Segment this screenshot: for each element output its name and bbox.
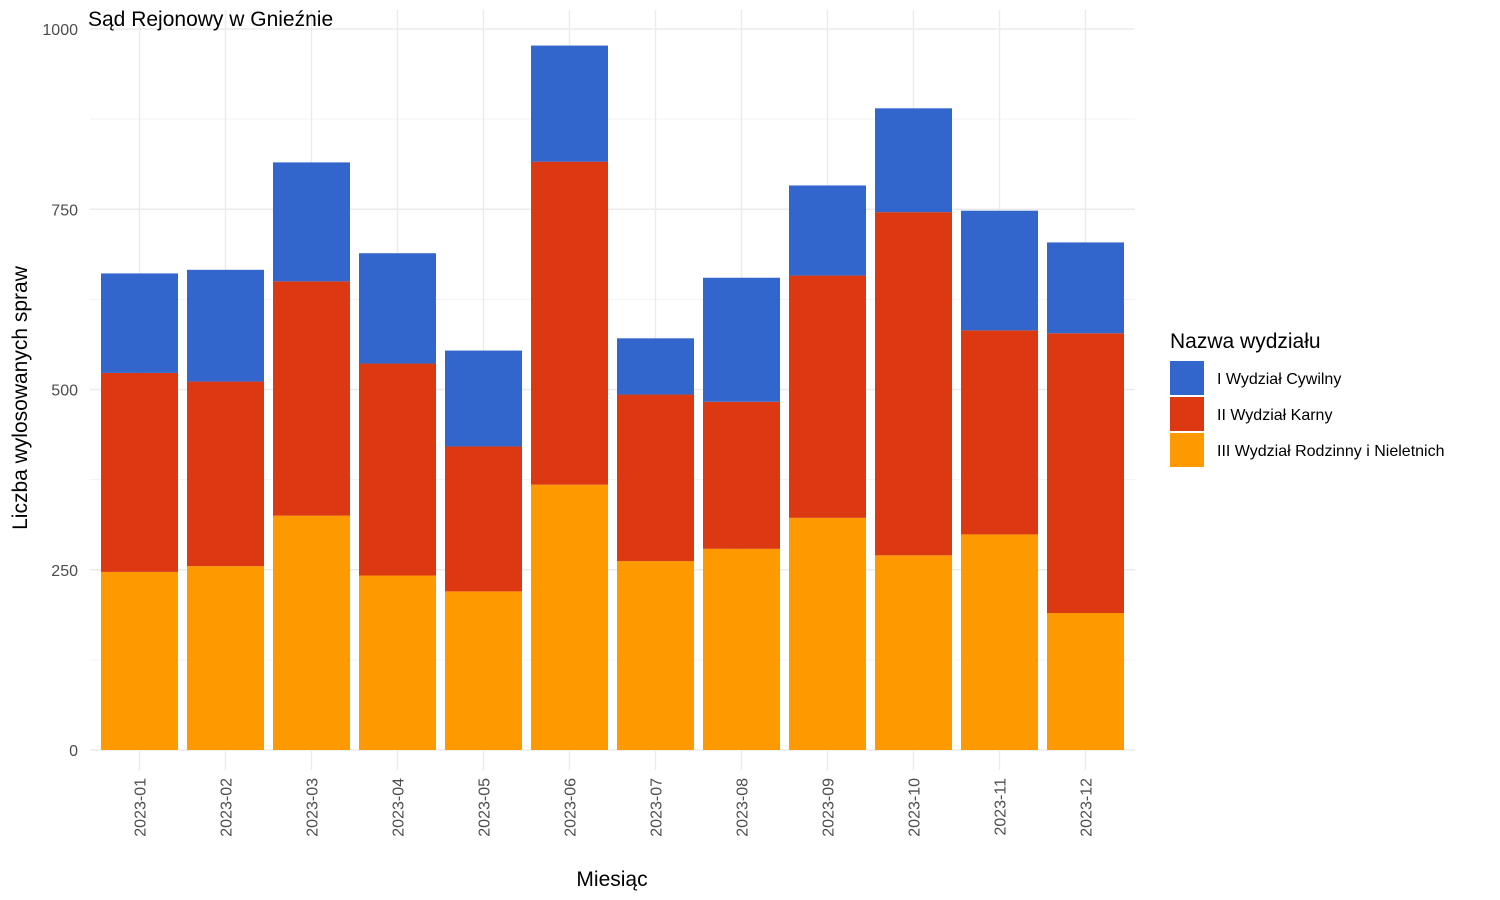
y-tick-label: 500 [51,383,78,400]
x-axis-title: Miesiąc [576,868,647,891]
y-tick-label: 0 [69,743,78,760]
bar-segment [187,566,264,750]
bar-segment [101,372,178,572]
legend-label: I Wydział Cywilny [1217,371,1341,388]
bar-segment [531,484,608,750]
bar-segment [101,571,178,750]
x-tick-label: 2023-03 [305,778,322,837]
axes: 0 250 500 750 1000 2023-01 2023-02 2023-03 2023-… [42,22,1095,837]
x-tick-label: 2023-09 [821,778,838,837]
x-tick-label: 2023-06 [563,778,580,837]
bars [101,45,1124,750]
x-tick-label: 2023-02 [219,778,236,837]
bar-segment [703,401,780,549]
bar-segment [187,381,264,567]
bar-segment [789,517,866,750]
bar-segment [961,534,1038,750]
bar-segment [359,575,436,750]
chart-title: Sąd Rejonowy w Gnieźnie [88,8,333,31]
legend-swatch [1170,361,1204,395]
bar-segment [445,446,522,592]
bar-segment [1047,242,1124,334]
bar-segment [273,515,350,750]
x-tick-label: 2023-10 [907,778,924,837]
bar-segment [531,45,608,162]
bar-segment [703,548,780,750]
legend-swatch [1170,397,1204,431]
bar-segment [961,330,1038,535]
bar-segment [1047,333,1124,614]
x-tick-label: 2023-04 [391,778,408,837]
y-tick-label: 250 [51,563,78,580]
bar-segment [531,161,608,485]
bar-segment [617,394,694,562]
legend-swatch [1170,433,1204,467]
bar-segment [359,253,436,364]
bar-segment [703,277,780,402]
x-tick-label: 2023-05 [477,778,494,837]
legend: Nazwa wydziału I Wydział Cywilny II Wydzi… [1170,330,1445,467]
bar-segment [617,561,694,750]
x-tick-label: 2023-12 [1079,778,1096,837]
x-tick-label: 2023-07 [649,778,666,837]
bar-segment [101,273,178,373]
y-tick-label: 1000 [42,22,78,39]
bar-segment [875,555,952,750]
bar-segment [445,591,522,750]
bar-segment [273,281,350,516]
legend-title: Nazwa wydziału [1170,330,1321,353]
bar-segment [961,210,1038,331]
y-tick-label: 750 [51,202,78,219]
bar-segment [789,185,866,276]
bar-segment [359,363,436,576]
bar-segment [875,212,952,556]
bar-segment [445,350,522,447]
legend-label: III Wydział Rodzinny i Nieletnich [1217,443,1445,460]
x-tick-label: 2023-11 [993,778,1010,836]
bar-segment [1047,613,1124,750]
x-tick-label: 2023-08 [735,778,752,837]
x-tick-label: 2023-01 [133,778,150,837]
bar-segment [875,108,952,213]
bar-segment [187,269,264,382]
bar-segment [273,162,350,282]
bar-segment [789,275,866,518]
y-axis-title: Liczba wylosowanych spraw [9,265,32,530]
bar-segment [617,338,694,395]
legend-label: II Wydział Karny [1217,407,1332,424]
